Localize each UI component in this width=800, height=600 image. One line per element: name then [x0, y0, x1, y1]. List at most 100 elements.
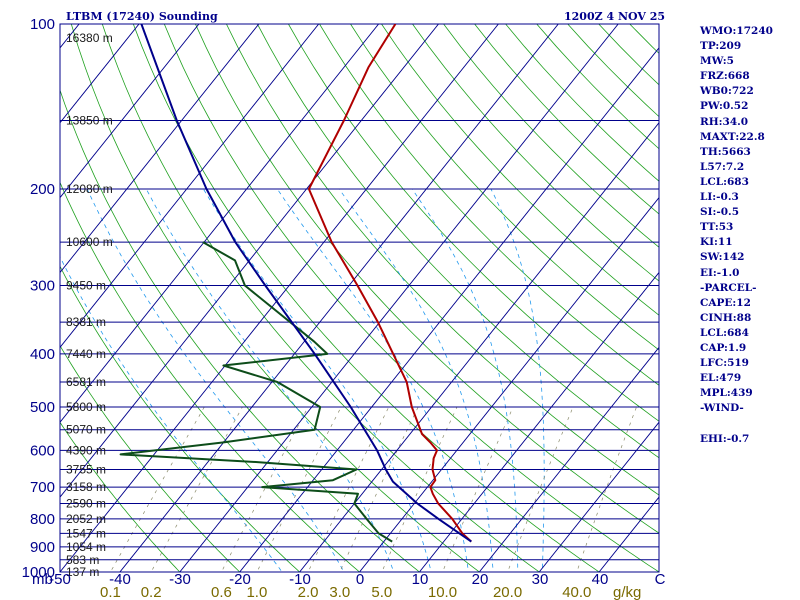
background-grid	[0, 12, 659, 584]
index-row: CAPE:12	[700, 296, 751, 309]
mixing-ratio-line	[307, 406, 390, 572]
index-row: WB0:722	[700, 85, 754, 98]
pressure-tick-label: 300	[30, 277, 55, 294]
mixing-ratio-unit-label: g/kg	[613, 584, 641, 600]
dry-adiabat	[195, 24, 659, 534]
isotherm	[60, 24, 380, 423]
index-row: CINH:88	[700, 311, 752, 324]
mixing-ratio-line	[110, 406, 205, 572]
moist-adiabat	[276, 188, 469, 572]
height-label: 2052 m	[66, 512, 106, 526]
isotherm	[119, 24, 559, 572]
temperature-tick-label: -20	[229, 571, 251, 588]
mixing-ratio-label: 10.0	[428, 584, 457, 600]
index-row: -PARCEL-	[700, 281, 757, 294]
pressure-tick-label: 800	[30, 511, 55, 528]
index-row: EL:479	[700, 372, 742, 385]
index-row: PW:0.52	[700, 100, 749, 113]
isotherm	[60, 24, 260, 274]
mixing-ratio-line	[150, 406, 243, 572]
dry-adiabat	[319, 24, 659, 386]
mixing-ratio-label: 2.0	[298, 584, 319, 600]
isotherm	[179, 24, 619, 572]
height-label: 583 m	[66, 553, 99, 567]
mixing-ratio-label: 20.0	[493, 584, 522, 600]
isotherm	[60, 24, 320, 349]
mixing-ratio-line	[256, 406, 342, 572]
height-label: 2590 m	[66, 497, 106, 511]
index-row: EHI:-0.7	[700, 432, 750, 445]
index-row: RH:34.0	[700, 115, 749, 128]
mixing-ratio-line	[381, 406, 458, 572]
moist-adiabat	[86, 188, 345, 572]
index-row	[700, 416, 800, 431]
isotherm	[538, 421, 659, 572]
height-label: 8381 m	[66, 315, 106, 329]
moist-adiabat	[411, 188, 519, 572]
dry-adiabat	[60, 265, 301, 572]
dry-adiabat	[60, 88, 421, 572]
isotherm	[60, 24, 140, 124]
height-label: 4390 m	[66, 443, 106, 457]
pressure-tick-label: 500	[30, 399, 55, 416]
index-row: KI:11	[700, 236, 733, 249]
mixing-ratio-line	[507, 406, 574, 572]
index-row: TP:209	[700, 40, 742, 53]
isotherm	[478, 346, 659, 572]
index-row: SW:142	[700, 251, 745, 264]
dry-adiabat	[101, 24, 540, 572]
pressure-tick-label: 600	[30, 442, 55, 459]
pressure-tick-label: 900	[30, 539, 55, 556]
height-labels: 16380 m 13850 m 12080 m 10600 m 9450 m 8381 m…	[66, 31, 113, 579]
mixing-ratio-label: 0.6	[211, 584, 232, 600]
isotherm	[60, 24, 440, 498]
isotherm	[0, 12, 29, 584]
index-row: LI:-0.3	[700, 191, 739, 204]
temperature-tick-label: 30	[532, 571, 549, 588]
index-row: MAXT:22.8	[700, 130, 765, 143]
index-row: TH:5663	[700, 145, 751, 158]
pressure-tick-label: 700	[30, 479, 55, 496]
temperature-tick-label: 20	[472, 571, 489, 588]
height-label: 12080 m	[66, 182, 113, 196]
height-label: 1054 m	[66, 540, 106, 554]
index-row: LCL:683	[700, 175, 749, 188]
temperature-tick-label: -50	[49, 571, 71, 588]
height-label: 3755 m	[66, 462, 106, 476]
dry-adiabat	[163, 24, 659, 572]
temperature-line	[307, 24, 472, 543]
mixing-ratio-line	[442, 406, 514, 572]
height-label: 9450 m	[66, 278, 106, 292]
dry-adiabat	[381, 24, 659, 316]
height-label: 5800 m	[66, 400, 106, 414]
parcel-line	[140, 24, 472, 543]
moist-adiabat	[60, 255, 283, 572]
pressure-tick-label: 100	[30, 16, 55, 33]
index-row: -WIND-	[700, 402, 744, 415]
isotherm	[239, 47, 659, 572]
index-row: TT:53	[700, 221, 734, 234]
height-label: 6581 m	[66, 375, 106, 389]
temperature-tick-label: 0	[356, 571, 364, 588]
height-label: 7440 m	[66, 347, 106, 361]
isotherm	[358, 196, 659, 572]
temperature-tick-label: -40	[109, 571, 131, 588]
index-row: MW:5	[700, 55, 734, 68]
height-label: 137 m	[66, 565, 99, 579]
index-row: EI:-1.0	[700, 266, 740, 279]
mixing-ratio-label: 0.1	[100, 584, 121, 600]
indices-panel: WMO:17240 TP:209 MW:5 FRZ:668 WB0:722 PW:0.52…	[700, 24, 800, 447]
mixing-ratio-label: 40.0	[562, 584, 591, 600]
pressure-tick-label: 200	[30, 181, 55, 198]
dry-adiabat	[350, 24, 659, 351]
mixing-ratio-label: 3.0	[329, 584, 350, 600]
index-row: CAP:1.9	[700, 341, 747, 354]
pressure-unit-label: mb	[32, 571, 53, 588]
moist-adiabat	[145, 188, 395, 572]
dry-adiabat	[60, 344, 241, 572]
chart-title: LTBM (17240) Sounding	[66, 10, 218, 23]
isotherm	[60, 24, 200, 199]
index-row: L57:7.2	[700, 160, 745, 173]
